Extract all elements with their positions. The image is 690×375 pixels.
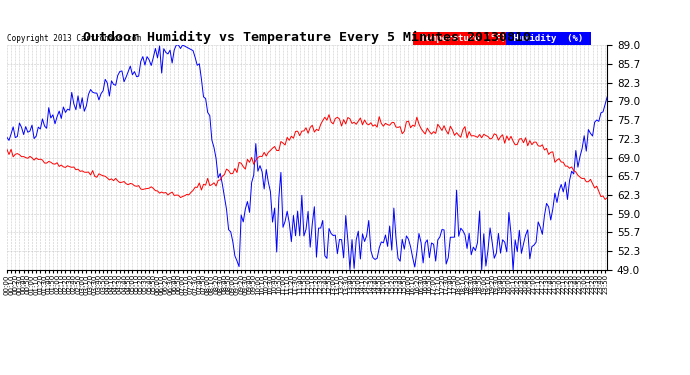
Text: Temperature (°F): Temperature (°F) xyxy=(415,34,512,43)
Text: Humidity  (%): Humidity (%) xyxy=(508,34,589,43)
Title: Outdoor Humidity vs Temperature Every 5 Minutes 20130810: Outdoor Humidity vs Temperature Every 5 … xyxy=(83,31,531,44)
Text: Copyright 2013 Cartronics.com: Copyright 2013 Cartronics.com xyxy=(7,34,141,43)
